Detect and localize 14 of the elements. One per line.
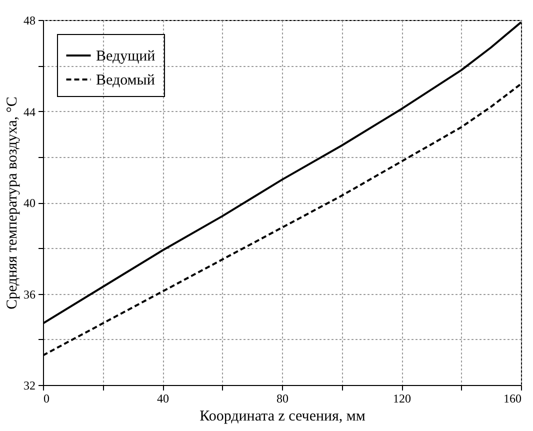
x-tick-label: 160 <box>504 392 522 406</box>
x-tick-label: 0 <box>44 392 50 406</box>
legend-label: Ведомый <box>96 72 155 88</box>
x-axis-title: Координата z сечения, мм <box>200 408 366 424</box>
y-tick-label: 32 <box>24 378 36 392</box>
x-tick-label: 40 <box>157 392 169 406</box>
y-axis-title: Средняя температура воздуха, °C <box>4 96 20 310</box>
y-tick-label: 48 <box>24 14 36 28</box>
y-tick-label: 44 <box>24 104 36 119</box>
legend-label: Ведущий <box>96 48 156 64</box>
x-tick-label: 80 <box>276 392 288 406</box>
x-tick-label: 120 <box>393 392 411 406</box>
y-tick-label: 40 <box>24 196 36 210</box>
y-tick-label: 36 <box>24 287 36 302</box>
